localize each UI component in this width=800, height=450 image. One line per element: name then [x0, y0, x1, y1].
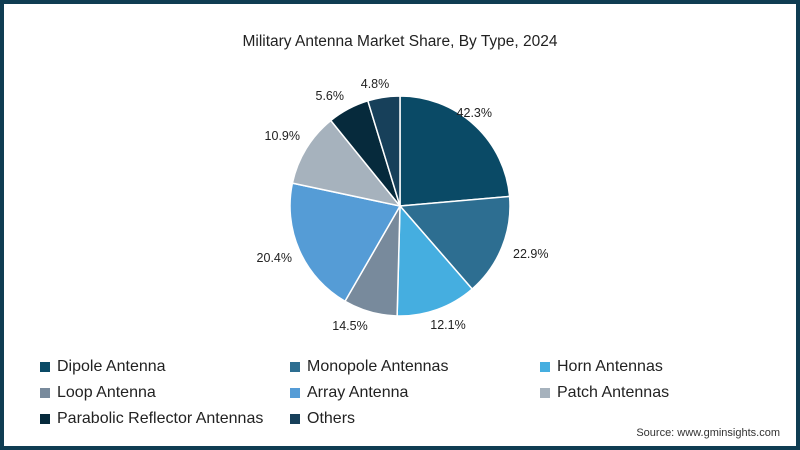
legend-label: Others — [307, 410, 356, 427]
data-label-parabolic: 5.6% — [316, 89, 345, 103]
pie-slice-horn[interactable] — [396, 204, 474, 317]
pie-slice-array[interactable] — [289, 182, 402, 303]
data-label-patch: 10.9% — [265, 129, 300, 143]
legend-label: Parabolic Reflector Antennas — [57, 410, 264, 427]
legend-label: Array Antenna — [307, 384, 409, 401]
data-label-array: 20.4% — [257, 251, 292, 265]
legend-label: Patch Antennas — [557, 384, 670, 401]
legend-swatch-icon — [540, 388, 550, 398]
legend: Dipole Antenna Monopole Antennas Horn An… — [40, 356, 760, 430]
legend-item-horn[interactable]: Horn Antennas — [540, 356, 760, 378]
data-label-horn: 12.1% — [430, 318, 465, 332]
data-label-dipole: 42.3% — [457, 106, 492, 120]
legend-label: Monopole Antennas — [307, 358, 449, 375]
legend-swatch-icon — [40, 414, 50, 424]
pie-slice-patch[interactable] — [291, 119, 402, 208]
legend-item-monopole[interactable]: Monopole Antennas — [290, 356, 540, 378]
pie-slice-dipole[interactable] — [399, 95, 511, 207]
legend-label: Loop Antenna — [57, 384, 156, 401]
source-note: Source: www.gminsights.com — [636, 427, 780, 439]
data-label-others: 4.8% — [361, 77, 390, 91]
legend-label: Dipole Antenna — [57, 358, 166, 375]
legend-label: Horn Antennas — [557, 358, 663, 375]
legend-swatch-icon — [290, 414, 300, 424]
pie-slice-others[interactable] — [366, 95, 401, 207]
legend-item-dipole[interactable]: Dipole Antenna — [40, 356, 290, 378]
data-label-monopole: 22.9% — [513, 247, 548, 261]
legend-item-loop[interactable]: Loop Antenna — [40, 382, 290, 404]
legend-swatch-icon — [40, 362, 50, 372]
pie-slice-monopole[interactable] — [398, 195, 511, 291]
chart-title: Military Antenna Market Share, By Type, … — [242, 33, 558, 50]
legend-swatch-icon — [40, 388, 50, 398]
pie-slices — [289, 95, 511, 317]
legend-item-others[interactable]: Others — [290, 408, 540, 430]
legend-swatch-icon — [540, 362, 550, 372]
pie-labels: 42.3% 22.9% 12.1% 14.5% 20.4% 10.9% 5.6% 4.8% — [257, 77, 549, 333]
legend-item-parabolic[interactable]: Parabolic Reflector Antennas — [40, 408, 290, 430]
legend-swatch-icon — [290, 362, 300, 372]
legend-item-patch[interactable]: Patch Antennas — [540, 382, 760, 404]
legend-item-array[interactable]: Array Antenna — [290, 382, 540, 404]
data-label-loop: 14.5% — [332, 319, 367, 333]
legend-swatch-icon — [290, 388, 300, 398]
